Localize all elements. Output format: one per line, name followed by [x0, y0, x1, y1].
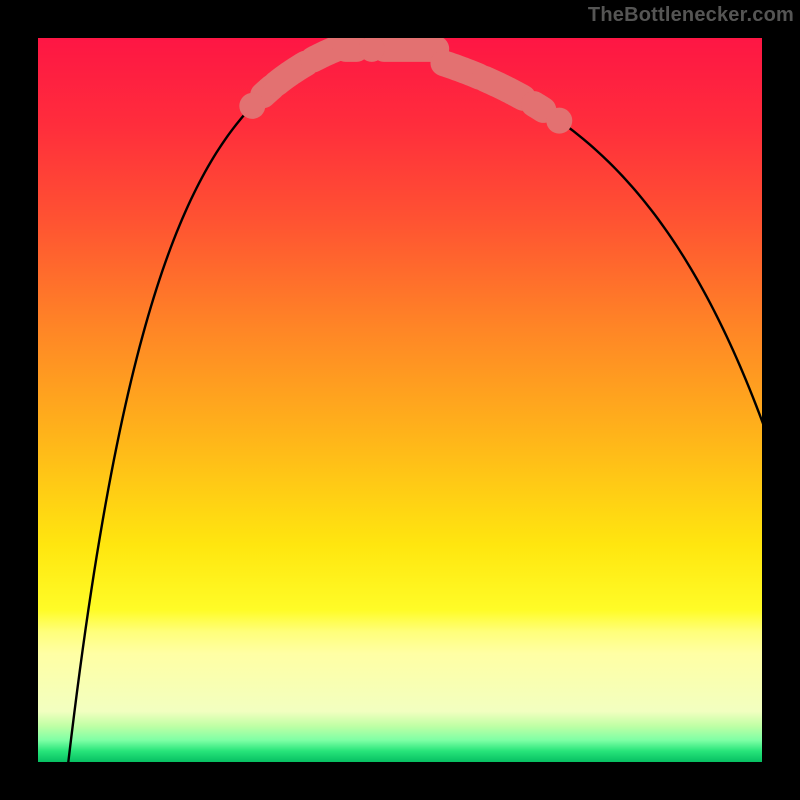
curve-marker-segment: [534, 104, 543, 110]
bottleneck-curve-plot: [38, 38, 762, 762]
chart-frame: [38, 38, 762, 762]
curve-marker-dot: [239, 93, 265, 119]
curve-marker-segment: [485, 79, 523, 98]
curve-marker-dot: [546, 108, 572, 134]
curve-marker-segment: [276, 64, 306, 84]
watermark-text: TheBottlenecker.com: [588, 4, 794, 27]
plot-background: [38, 38, 762, 762]
